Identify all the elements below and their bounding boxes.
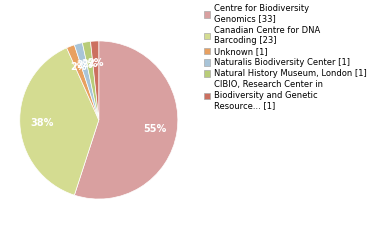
Legend: Centre for Biodiversity
Genomics [33], Canadian Centre for DNA
Barcoding [23], U: Centre for Biodiversity Genomics [33], C… [204,4,366,110]
Wedge shape [90,41,99,120]
Text: 38%: 38% [30,118,54,128]
Text: 2%: 2% [87,58,104,68]
Wedge shape [82,41,99,120]
Wedge shape [74,43,99,120]
Text: 2%: 2% [70,62,87,72]
Text: 55%: 55% [143,124,167,134]
Wedge shape [20,48,99,195]
Wedge shape [74,41,178,199]
Text: 2%: 2% [82,59,98,69]
Text: 2%: 2% [76,60,92,70]
Wedge shape [66,45,99,120]
